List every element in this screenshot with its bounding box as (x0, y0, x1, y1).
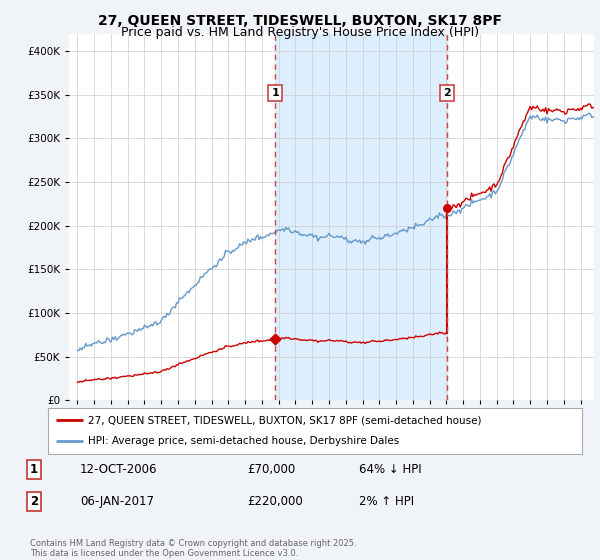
Text: 1: 1 (271, 88, 279, 98)
Text: 2% ↑ HPI: 2% ↑ HPI (359, 495, 414, 508)
Text: 1: 1 (30, 463, 38, 476)
Text: 06-JAN-2017: 06-JAN-2017 (80, 495, 154, 508)
Text: 2: 2 (30, 495, 38, 508)
Text: 12-OCT-2006: 12-OCT-2006 (80, 463, 157, 476)
Text: 27, QUEEN STREET, TIDESWELL, BUXTON, SK17 8PF: 27, QUEEN STREET, TIDESWELL, BUXTON, SK1… (98, 14, 502, 28)
Text: £70,000: £70,000 (247, 463, 295, 476)
Text: HPI: Average price, semi-detached house, Derbyshire Dales: HPI: Average price, semi-detached house,… (88, 436, 400, 446)
Text: 27, QUEEN STREET, TIDESWELL, BUXTON, SK17 8PF (semi-detached house): 27, QUEEN STREET, TIDESWELL, BUXTON, SK1… (88, 415, 482, 425)
Point (271, 335, 280, 344)
Text: £220,000: £220,000 (247, 495, 303, 508)
Point (442, 204, 452, 213)
Text: Contains HM Land Registry data © Crown copyright and database right 2025.
This d: Contains HM Land Registry data © Crown c… (30, 539, 356, 558)
Text: 2: 2 (443, 88, 451, 98)
Text: 64% ↓ HPI: 64% ↓ HPI (359, 463, 421, 476)
Bar (275, 34, 447, 400)
Text: Price paid vs. HM Land Registry's House Price Index (HPI): Price paid vs. HM Land Registry's House … (121, 26, 479, 39)
